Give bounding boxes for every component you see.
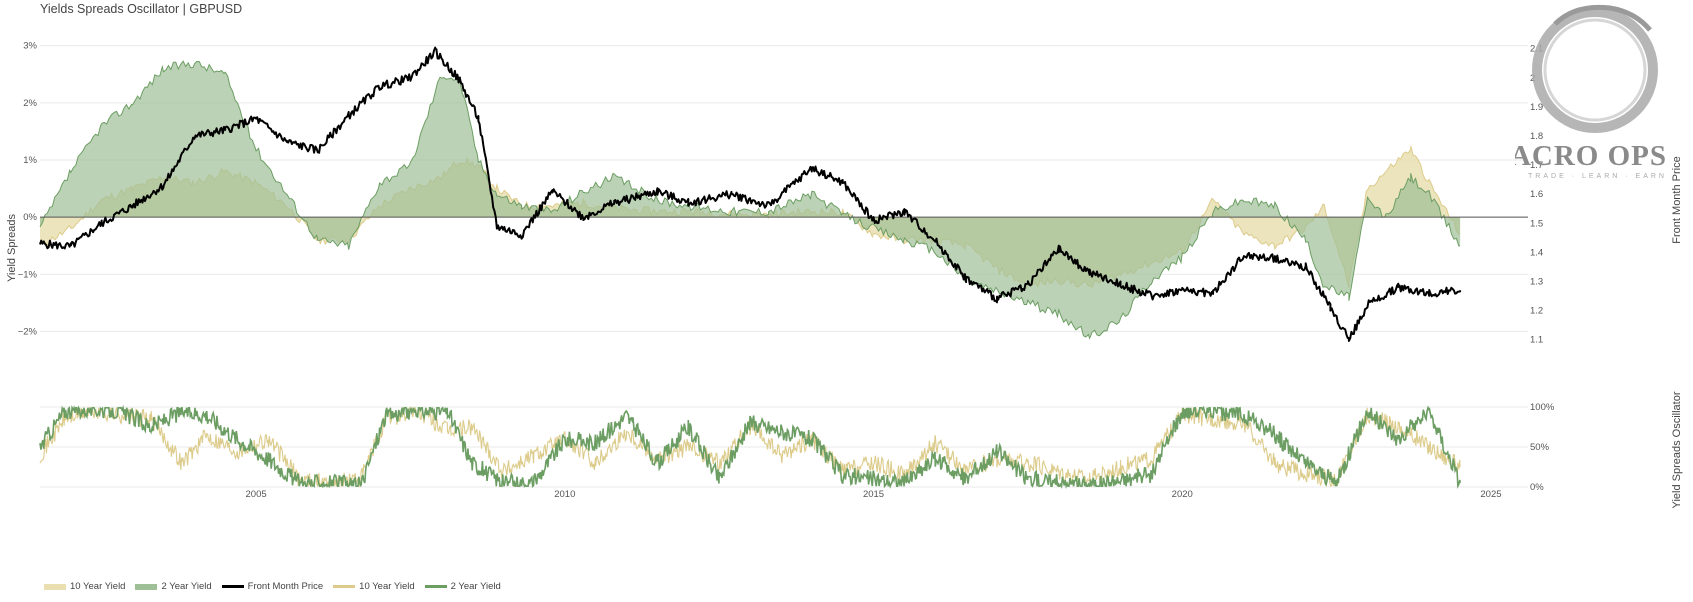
legend-item[interactable]: 10 Year Yield: [44, 581, 125, 592]
logo-ring-icon: [1532, 4, 1658, 133]
legend-label: 10 Year Yield: [70, 581, 126, 592]
y2-tick-label: 1.2: [1530, 306, 1543, 317]
legend-item[interactable]: 2 Year Yield: [135, 581, 212, 592]
y-tick-label: 2%: [23, 98, 37, 109]
y2-tick-label: 1.9: [1530, 102, 1543, 113]
y2-tick-label: 1.3: [1530, 276, 1543, 287]
legend-label: 2 Year Yield: [450, 581, 501, 592]
macro-ops-logo: MACRO OPS TRADE · LEARN · EARN: [1515, 4, 1667, 180]
front-month-price-line: [39, 46, 1462, 342]
legend-item[interactable]: 10 Year Yield: [333, 581, 415, 592]
x-tick-label: 2015: [863, 489, 884, 500]
oscillator-line-two-year: [39, 404, 1461, 490]
logo-tagline: TRADE · LEARN · EARN: [1528, 173, 1667, 180]
legend-swatch: [221, 585, 244, 588]
oscillator-y-tick-label: 0%: [1530, 482, 1544, 493]
y-tick-label: −2%: [18, 326, 38, 337]
legend-swatch: [424, 585, 447, 588]
left-y-ticks: 3% 2% 1% 0% −1% −2%: [18, 41, 38, 338]
oscillator-y-ticks: 100% 50% 0%: [1530, 402, 1555, 493]
legend-swatch: [333, 585, 356, 588]
y-tick-label: −1%: [18, 269, 38, 280]
y2-tick-label: 1.4: [1530, 247, 1543, 258]
oscillator-line-ten-year: [39, 406, 1461, 489]
legend-swatch: [135, 583, 158, 590]
oscillator-series: [39, 404, 1461, 490]
y-tick-label: 1%: [23, 155, 37, 166]
legend-label: Front Month Price: [247, 581, 324, 592]
logo-wordmark: MACRO OPS: [1515, 140, 1667, 172]
x-tick-label: 2005: [246, 489, 267, 500]
x-tick-label: 2020: [1172, 489, 1193, 500]
y2-tick-label: 1.7: [1530, 160, 1543, 171]
oscillator-axis-title: Yield Spreads Oscillator: [1671, 391, 1683, 508]
y-tick-label: 0%: [23, 212, 37, 223]
y2-tick-label: 1.5: [1530, 218, 1543, 229]
price-line-series: [39, 46, 1462, 342]
legend-label: 10 Year Yield: [359, 581, 415, 592]
x-ticks: 2005 2010 2015 2020 2025: [246, 489, 1502, 500]
x-tick-label: 2025: [1480, 489, 1501, 500]
area-two-year: [40, 61, 1461, 339]
oscillator-y-tick-label: 100%: [1530, 402, 1555, 413]
y2-tick-label: 1.1: [1530, 335, 1543, 346]
area-outline-two-year: [39, 60, 1461, 340]
legend-item[interactable]: Front Month Price: [221, 581, 324, 592]
y-axis-title: Yield Spreads: [6, 213, 18, 282]
oscillator-y-tick-label: 50%: [1530, 442, 1550, 453]
y2-axis-title: Front Month Price: [1671, 156, 1683, 243]
chart-title: Yields Spreads Oscillator | GBPUSD: [40, 2, 243, 16]
y-tick-label: 3%: [23, 41, 37, 52]
legend: 10 Year Yield 2 Year Yield Front Month Pri…: [44, 581, 511, 592]
legend-swatch: [44, 583, 66, 590]
legend-label: 2 Year Yield: [161, 581, 212, 592]
x-tick-label: 2010: [554, 489, 575, 500]
y2-tick-label: 1.6: [1530, 189, 1543, 200]
upper-area-series: [39, 60, 1461, 340]
legend-item[interactable]: 2 Year Yield: [424, 581, 501, 592]
y2-tick-label: 1.8: [1530, 131, 1543, 142]
